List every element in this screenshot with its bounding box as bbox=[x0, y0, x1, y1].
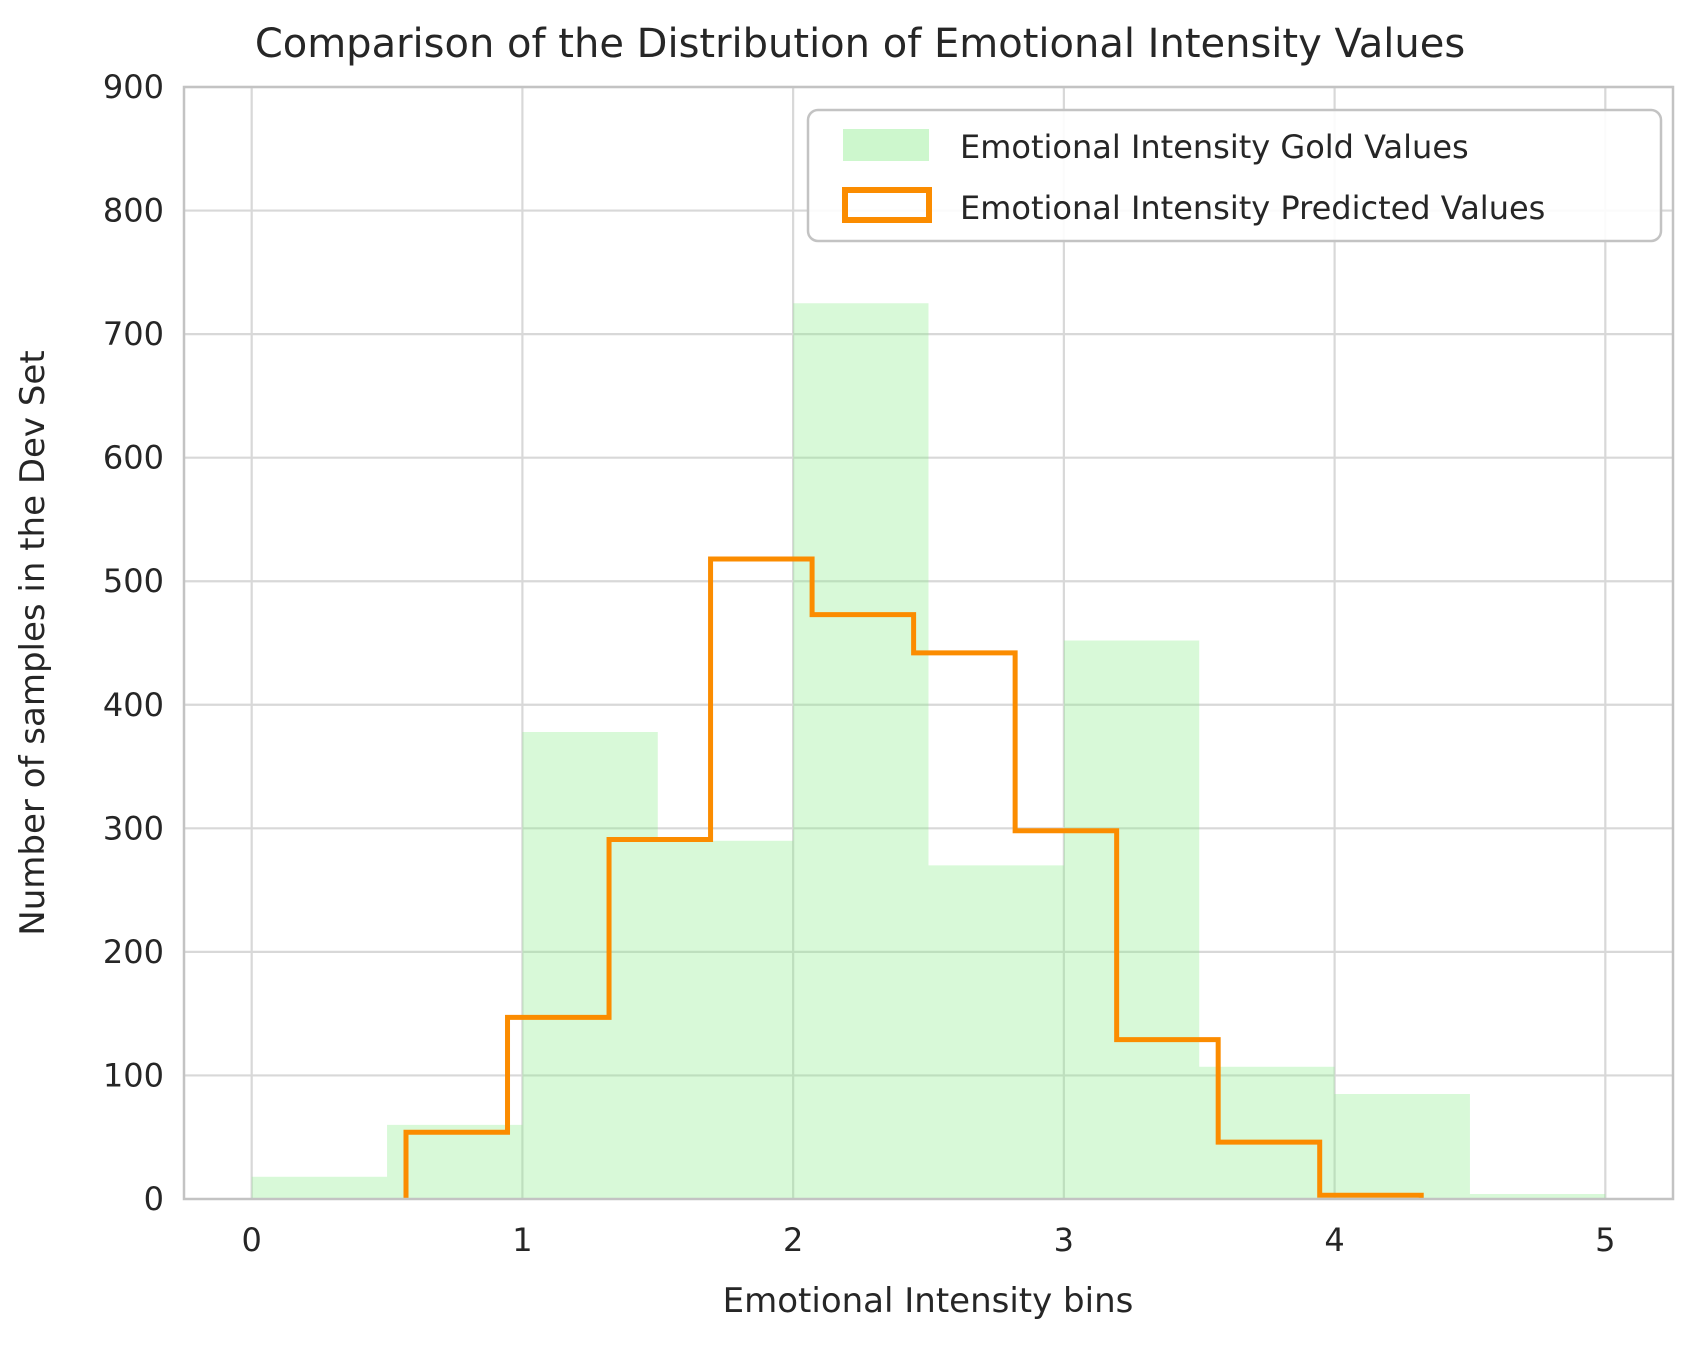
x-tick-label: 0 bbox=[242, 1221, 262, 1259]
y-tick-label: 100 bbox=[103, 1056, 164, 1094]
y-tick-label: 900 bbox=[103, 68, 164, 106]
gold-histogram-bars bbox=[251, 303, 1606, 1199]
gold-legend-swatch-icon bbox=[843, 129, 929, 161]
predicted-legend-swatch-icon bbox=[842, 187, 932, 223]
y-tick-label: 400 bbox=[103, 686, 164, 724]
y-tick-label: 800 bbox=[103, 192, 164, 230]
y-tick-label: 300 bbox=[103, 809, 164, 847]
y-tick-label: 500 bbox=[103, 562, 164, 600]
y-tick-label: 700 bbox=[103, 315, 164, 353]
x-axis-label: Emotional Intensity bins bbox=[723, 1281, 1134, 1321]
legend-label-predicted: Emotional Intensity Predicted Values bbox=[960, 189, 1545, 227]
x-tick-label: 4 bbox=[1324, 1221, 1344, 1259]
predicted-histogram-step-line bbox=[403, 556, 1424, 1199]
x-tick-label: 2 bbox=[783, 1221, 803, 1259]
x-tick-label: 1 bbox=[512, 1221, 532, 1259]
legend-frame bbox=[806, 108, 1663, 243]
y-tick-label: 200 bbox=[103, 933, 164, 971]
x-tick-label: 5 bbox=[1595, 1221, 1615, 1259]
tick-labels: 0 1 2 3 4 5 0 100 200 300 400 500 600 700 800 900 bbox=[103, 68, 1616, 1259]
plot-border bbox=[182, 85, 1675, 1201]
legend-label-gold: Emotional Intensity Gold Values bbox=[960, 128, 1469, 166]
y-tick-label: 600 bbox=[103, 439, 164, 477]
chart-title: Comparison of the Distribution of Emotio… bbox=[255, 21, 1465, 67]
y-axis-label: Number of samples in the Dev Set bbox=[13, 350, 53, 935]
legend-box: Emotional Intensity Gold Values Emotiona… bbox=[806, 108, 1663, 243]
y-tick-label: 0 bbox=[144, 1180, 164, 1218]
histogram-series bbox=[251, 303, 1606, 1199]
x-tick-label: 3 bbox=[1054, 1221, 1074, 1259]
